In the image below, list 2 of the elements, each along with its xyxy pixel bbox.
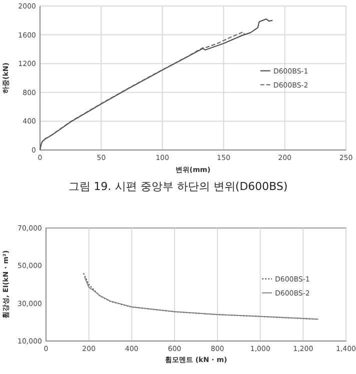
caption: 그림 19. 시편 중앙부 하단의 변위(D600BS) — [68, 180, 288, 193]
line-series — [40, 31, 245, 150]
